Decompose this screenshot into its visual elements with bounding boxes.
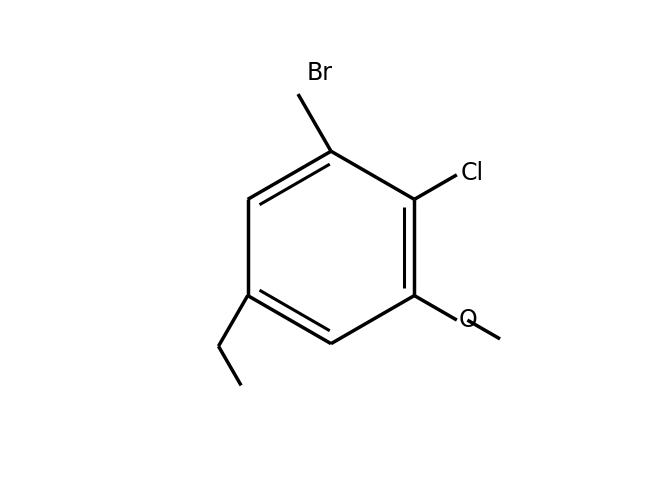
Text: Br: Br [307,61,332,85]
Text: Cl: Cl [461,161,484,185]
Text: O: O [459,308,478,332]
